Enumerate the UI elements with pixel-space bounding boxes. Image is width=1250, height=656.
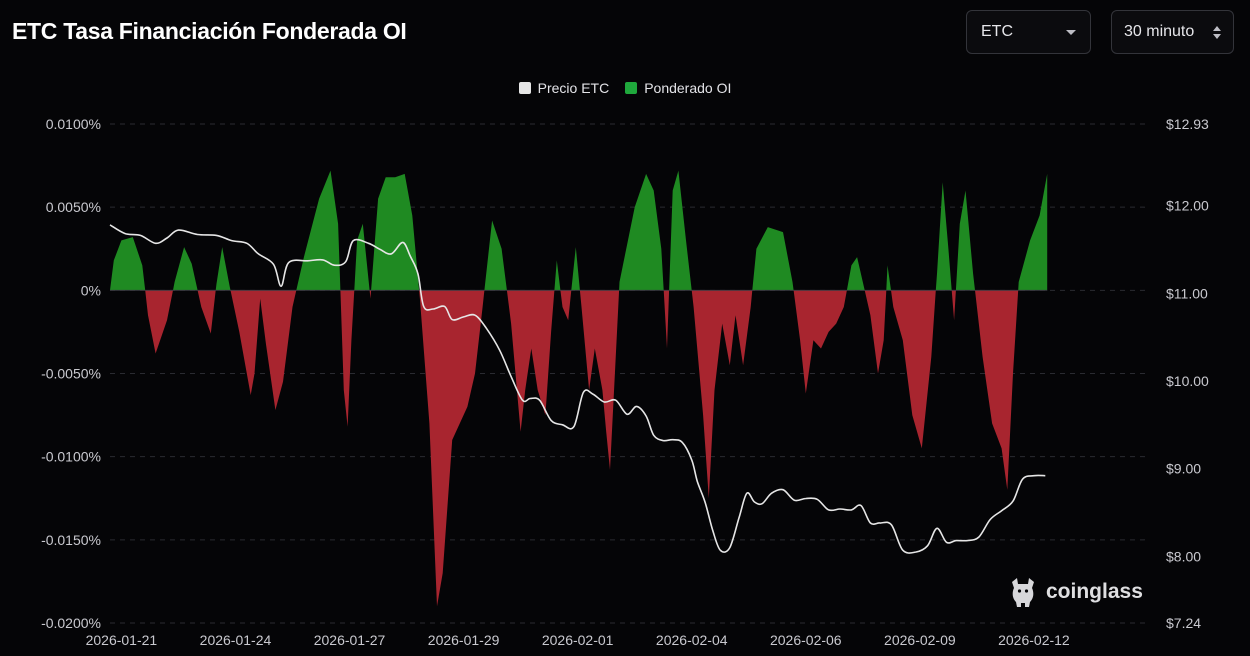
funding-positive-area [110, 170, 1048, 291]
price-line [109, 224, 1046, 554]
up-down-chevron-icon [1213, 25, 1221, 39]
watermark-text: coinglass [1046, 580, 1143, 603]
left-axis: 0.0100% 0.0050% 0% -0.0050% -0.0100% -0.0150%… [41, 116, 101, 631]
left-tick-label: 0% [81, 282, 101, 298]
watermark: coinglass [1008, 576, 1143, 608]
coinglass-bull-icon [1012, 578, 1034, 607]
x-axis: 2026-01-21 2026-01-24 2026-01-27 2026-01-29… [86, 632, 1070, 648]
right-tick-label: $12.93 [1166, 116, 1209, 132]
left-tick-label: 0.0050% [46, 199, 101, 215]
x-tick-label: 2026-02-12 [998, 632, 1070, 648]
right-tick-label: $10.00 [1166, 373, 1209, 389]
right-tick-label: $9.00 [1166, 461, 1201, 477]
legend-label-price: Precio ETC [537, 80, 610, 96]
right-tick-label: $12.00 [1166, 198, 1209, 214]
x-tick-label: 2026-02-09 [884, 632, 956, 648]
x-tick-label: 2026-02-04 [656, 632, 728, 648]
right-tick-label: $8.00 [1166, 548, 1201, 564]
x-tick-label: 2026-01-24 [200, 632, 272, 648]
x-tick-label: 2026-01-29 [428, 632, 500, 648]
right-tick-label: $7.24 [1166, 615, 1201, 631]
left-tick-label: 0.0100% [46, 116, 101, 132]
funding-negative-area [110, 290, 1048, 607]
left-tick-label: -0.0200% [41, 615, 101, 631]
interval-select[interactable]: 30 minuto [1111, 10, 1234, 54]
legend-label-funding: Ponderado OI [644, 80, 732, 96]
legend-item-funding[interactable]: Ponderado OI [625, 80, 731, 96]
page-title: ETC Tasa Financiación Fonderada OI [12, 18, 407, 44]
symbol-select[interactable]: ETC [966, 10, 1091, 54]
x-tick-label: 2026-02-01 [542, 632, 614, 648]
interval-select-value: 30 minuto [1124, 23, 1195, 40]
x-tick-label: 2026-01-27 [314, 632, 386, 648]
chevron-down-icon [1066, 29, 1076, 35]
funding-areas [110, 170, 1048, 607]
left-tick-label: -0.0050% [41, 366, 101, 382]
right-tick-label: $11.00 [1166, 285, 1208, 301]
chart-legend: Precio ETC Ponderado OI [0, 80, 1250, 96]
legend-swatch-funding [625, 82, 638, 94]
legend-item-price[interactable]: Precio ETC [518, 80, 610, 96]
left-tick-label: -0.0100% [41, 449, 101, 465]
right-axis: $12.93 $12.00 $11.00 $10.00 $9.00 $8.00 $7.24 [1166, 116, 1209, 631]
price-series-line [109, 224, 1046, 554]
x-tick-label: 2026-01-21 [86, 632, 158, 648]
x-tick-label: 2026-02-06 [770, 632, 842, 648]
legend-swatch-price [518, 82, 531, 94]
left-tick-label: -0.0150% [41, 532, 101, 548]
symbol-select-value: ETC [981, 23, 1013, 40]
